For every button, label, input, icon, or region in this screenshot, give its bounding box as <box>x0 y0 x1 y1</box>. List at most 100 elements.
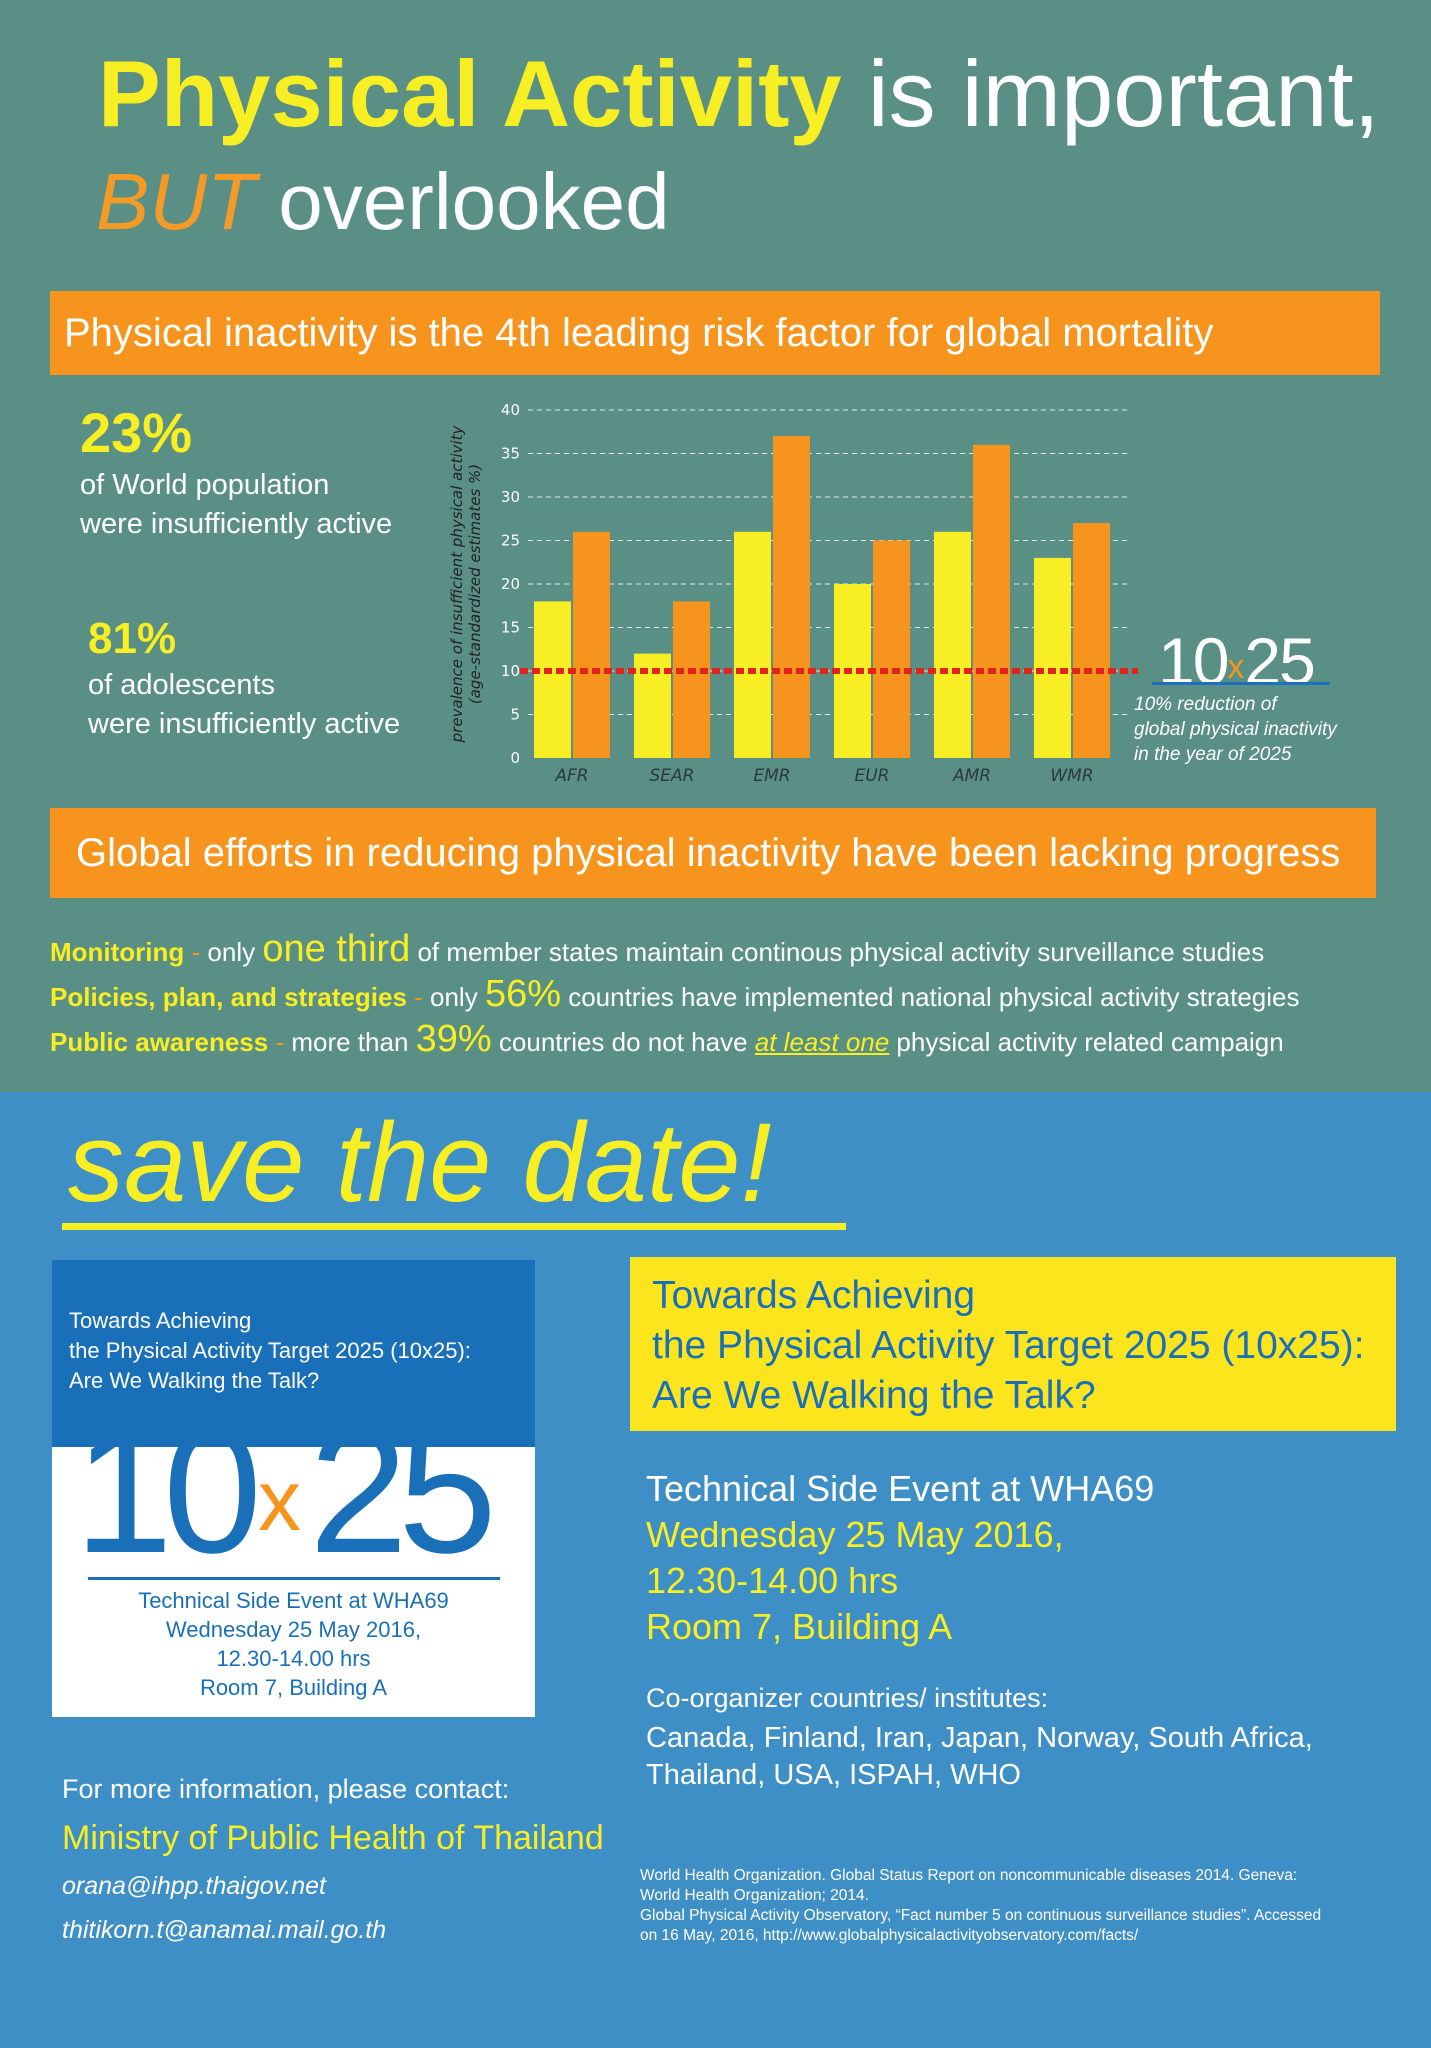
bar <box>534 601 571 758</box>
caption-line: in the year of 2025 <box>1134 744 1292 765</box>
card-info-line: Wednesday 25 May 2016, <box>165 1617 422 1642</box>
effort-dash: - <box>268 1027 292 1057</box>
bar <box>734 531 771 758</box>
card-logo-ten: 10 <box>74 1391 262 1590</box>
contact-email[interactable]: orana@ihpp.thaigov.net <box>62 1872 326 1900</box>
save-the-date-heading: save the date! <box>68 1100 772 1225</box>
card-info-line: Technical Side Event at WHA69 <box>138 1588 449 1613</box>
event-title-box: Towards Achieving the Physical Activity … <box>630 1257 1396 1431</box>
stat-line: of World population <box>80 469 330 501</box>
stat-percent: 81% <box>88 614 177 663</box>
logo-twentyfive: 25 <box>1244 624 1315 698</box>
reference-line: World Health Organization. Global Status… <box>640 1867 1298 1884</box>
event-name: Technical Side Event at WHA69 <box>646 1468 1155 1509</box>
card-info-line: 12.30-14.00 hrs <box>216 1646 371 1671</box>
effort-dash: - <box>406 982 431 1012</box>
coorganizers-line: Thailand, USA, ISPAH, WHO <box>646 1759 1021 1791</box>
title-but: BUT <box>96 157 256 246</box>
effort-figure: one third <box>262 928 411 970</box>
x-axis-categories: AFR SEAR EMR EUR AMR WMR <box>554 766 1093 786</box>
bar <box>934 531 971 758</box>
x-category-label: AMR <box>952 766 991 786</box>
bar <box>673 601 710 758</box>
card-logo-twentyfive: 25 <box>309 1391 497 1590</box>
event-date: Wednesday 25 May 2016, <box>646 1514 1064 1555</box>
page-title: Physical Activity is important, <box>98 42 1380 145</box>
effort-monitoring: Monitoring - only one third of member st… <box>50 928 1264 973</box>
logo-underline <box>1152 682 1330 685</box>
x-category-label: WMR <box>1050 766 1093 786</box>
chart-bars <box>534 436 1110 758</box>
top-section: Physical Activity is important, BUT over… <box>0 0 1431 1092</box>
card-title-line: the Physical Activity Target 2025 (10x25… <box>69 1338 471 1363</box>
event-card-title: Towards Achieving the Physical Activity … <box>69 1306 529 1396</box>
event-title-line: the Physical Activity Target 2025 (10x25… <box>652 1324 1365 1367</box>
card-title-line: Are We Walking the Talk? <box>69 1368 320 1393</box>
effort-key: Public awareness <box>50 1027 269 1057</box>
coorganizers-label: Co-organizer countries/ institutes: <box>646 1683 1049 1713</box>
y-tick-label: 35 <box>501 445 520 463</box>
effort-post: of member states maintain continous phys… <box>410 937 1265 967</box>
y-axis-label-line: prevalence of insufficient physical acti… <box>448 425 466 744</box>
stat-line: were insufficiently active <box>88 708 401 740</box>
reference-line: Global Physical Activity Observatory, “F… <box>640 1907 1322 1924</box>
title-rest: is important, <box>841 41 1380 146</box>
contact-email[interactable]: thitikorn.t@anamai.mail.go.th <box>62 1916 387 1944</box>
stat-line: were insufficiently active <box>80 508 393 540</box>
caption-line: global physical inactivity <box>1134 719 1337 740</box>
y-tick-label: 25 <box>501 532 520 550</box>
effort-end: physical activity related campaign <box>889 1027 1284 1057</box>
effort-public-awareness: Public awareness - more than 39% countri… <box>50 1018 1284 1063</box>
effort-pre: only <box>430 982 485 1012</box>
adolescents-stat: 81% of adolescents were insufficiently a… <box>88 612 400 744</box>
y-tick-label: 5 <box>510 706 520 724</box>
reference-line: World Health Organization; 2014. <box>640 1887 869 1904</box>
title-highlight: Physical Activity <box>98 41 842 146</box>
world-population-stat: 23% of World population were insufficien… <box>80 400 392 544</box>
bar <box>1073 523 1110 758</box>
bar <box>834 584 871 758</box>
contact-label: For more information, please contact: <box>62 1774 510 1804</box>
target-caption: 10% reduction of global physical inactiv… <box>1134 692 1374 767</box>
logo-x: x <box>1227 648 1245 686</box>
effort-figure: 56% <box>484 973 561 1015</box>
x-category-label: SEAR <box>650 766 695 786</box>
bar <box>1034 557 1071 758</box>
event-title-line: Towards Achieving <box>652 1274 976 1317</box>
effort-underline: at least one <box>754 1027 890 1057</box>
global-efforts-banner: Global efforts in reducing physical inac… <box>50 808 1376 898</box>
y-axis-label-line: (age-standardized estimates %) <box>466 464 484 704</box>
y-axis-label: prevalence of insufficient physical acti… <box>448 425 484 744</box>
event-title-line: Are We Walking the Talk? <box>652 1374 1096 1417</box>
coorganizers-line: Canada, Finland, Iran, Japan, Norway, So… <box>646 1722 1313 1754</box>
stat-line: of adolescents <box>88 669 276 701</box>
x-category-label: EMR <box>753 766 790 786</box>
contact-info: For more information, please contact: Mi… <box>62 1770 604 1952</box>
logo-ten: 10 <box>1158 624 1229 698</box>
card-logo-x: x <box>258 1453 303 1549</box>
effort-key: Monitoring <box>50 937 185 967</box>
event-card: Towards Achieving the Physical Activity … <box>52 1260 535 1717</box>
page-subtitle: BUT overlooked <box>96 158 670 246</box>
x-category-label: EUR <box>855 766 890 786</box>
event-card-info: Technical Side Event at WHA69 Wednesday … <box>52 1586 535 1702</box>
y-tick-label: 10 <box>501 662 520 680</box>
y-tick-label: 20 <box>501 575 520 593</box>
y-tick-label: 0 <box>510 749 520 767</box>
bar <box>873 540 910 758</box>
card-title-line: Towards Achieving <box>69 1308 252 1333</box>
x-category-label: AFR <box>554 766 588 786</box>
bar <box>973 444 1010 758</box>
reference-line: on 16 May, 2016, http://www.globalphysic… <box>640 1927 1139 1944</box>
target-10x25-logo: 10x25 <box>1158 624 1316 702</box>
y-tick-label: 30 <box>501 488 520 506</box>
y-axis-ticks: 0 5 10 15 20 25 30 35 40 <box>501 401 520 767</box>
stat-percent: 23% <box>80 401 193 464</box>
effort-policies: Policies, plan, and strategies - only 56… <box>50 973 1300 1018</box>
effort-post: countries have implemented national phys… <box>561 982 1300 1012</box>
contact-organization: Ministry of Public Health of Thailand <box>62 1819 604 1857</box>
event-time: 12.30-14.00 hrs <box>646 1560 899 1601</box>
coorganizers-list: Canada, Finland, Iran, Japan, Norway, So… <box>646 1720 1313 1794</box>
effort-key: Policies, plan, and strategies <box>50 982 407 1012</box>
event-details: Technical Side Event at WHA69 Wednesday … <box>646 1466 1154 1650</box>
